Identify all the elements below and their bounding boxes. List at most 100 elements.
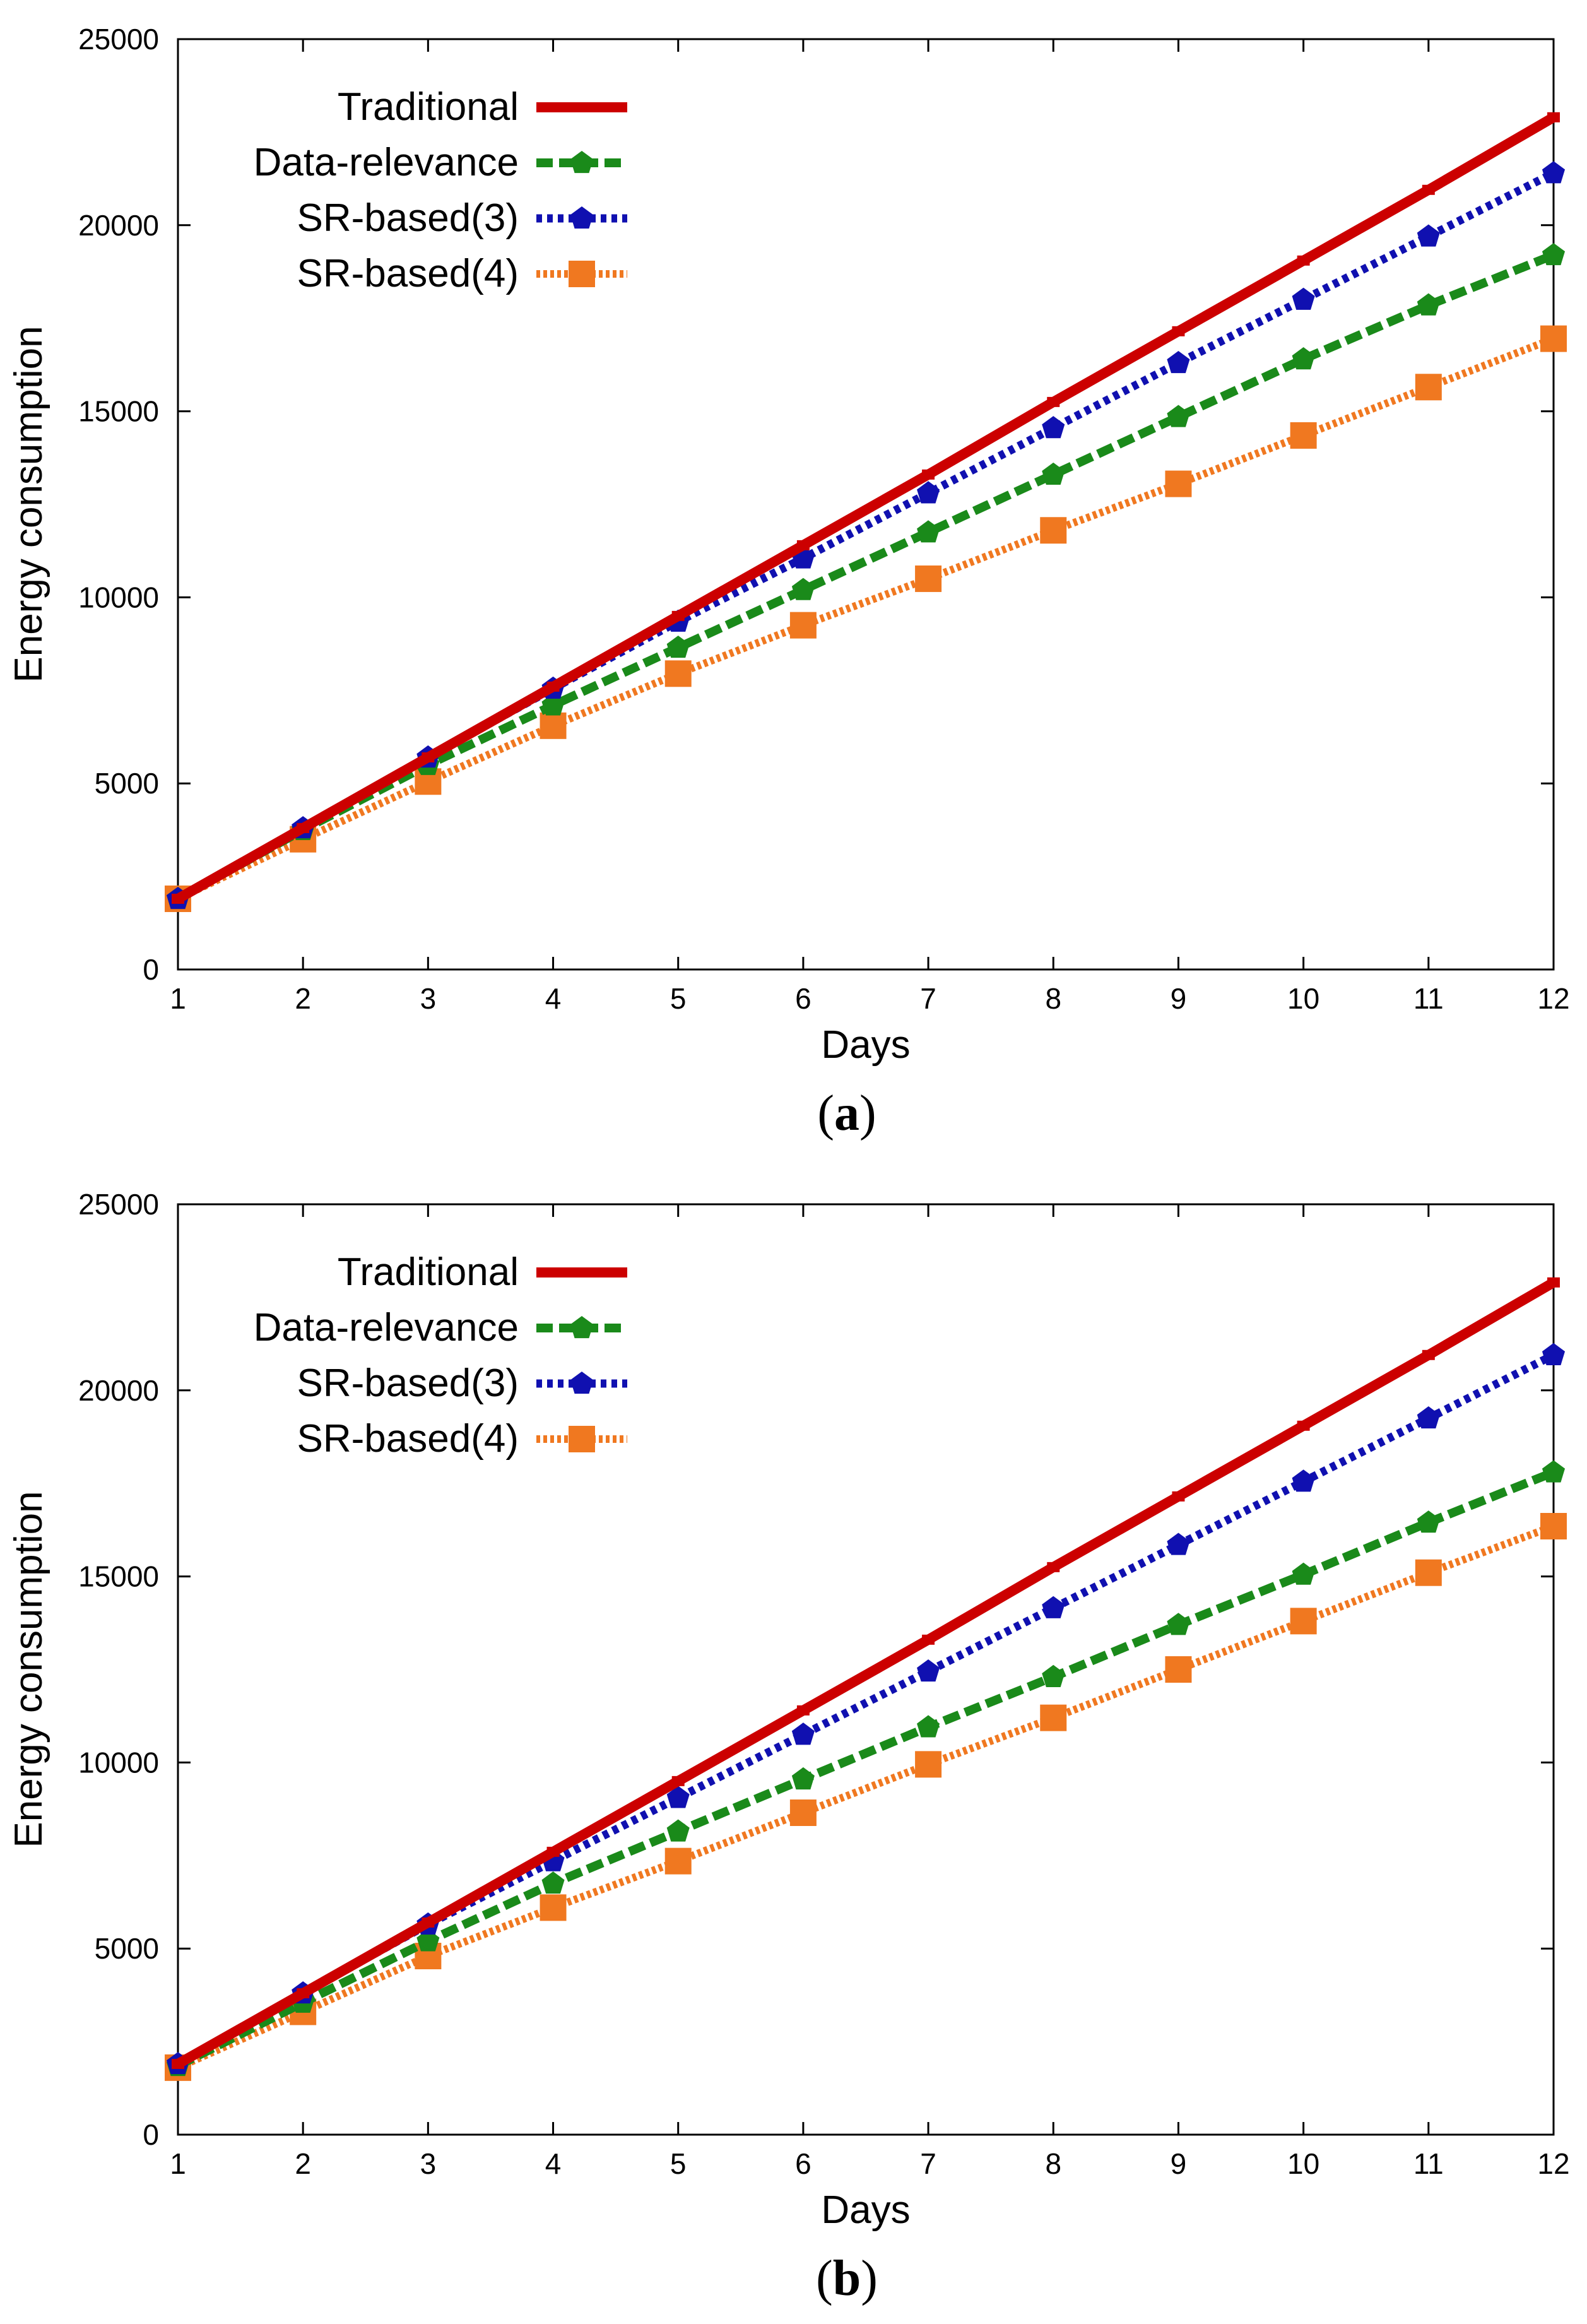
data-point-data-relevance bbox=[541, 1871, 565, 1894]
legend-label-sr-based-4: SR-based(4) bbox=[297, 252, 519, 295]
series-line-sr-based-3 bbox=[175, 1351, 1555, 2068]
data-point-sr-based-3 bbox=[1042, 1596, 1065, 1618]
data-point-sr-based-3 bbox=[917, 481, 940, 504]
x-tick-label: 7 bbox=[920, 982, 936, 1015]
x-tick-label: 7 bbox=[920, 2147, 936, 2180]
x-tick-label: 11 bbox=[1413, 982, 1444, 1015]
data-point-data-relevance bbox=[1167, 405, 1190, 427]
data-point-sr-based-4 bbox=[540, 712, 567, 739]
x-tick-label: 8 bbox=[1045, 2147, 1061, 2180]
series-line-sr-based-4 bbox=[176, 1522, 1555, 2072]
legend-label-data-relevance: Data-relevance bbox=[254, 1306, 519, 1349]
data-point-sr-based-3 bbox=[1167, 1533, 1190, 1555]
panel-caption: (a) bbox=[817, 1086, 876, 1141]
data-point-traditional bbox=[1422, 1349, 1435, 1360]
data-point-data-relevance bbox=[791, 1767, 815, 1790]
data-point-sr-based-3 bbox=[1292, 1469, 1315, 1492]
y-tick-label: 20000 bbox=[78, 1374, 159, 1407]
data-point-traditional bbox=[1297, 255, 1310, 266]
data-point-data-relevance bbox=[1542, 242, 1566, 266]
data-point-traditional bbox=[1547, 112, 1560, 122]
x-tick-label: 5 bbox=[670, 2147, 687, 2180]
data-point-traditional bbox=[297, 1988, 310, 1998]
series-line-sr-based-4 bbox=[176, 335, 1555, 903]
y-tick-label: 25000 bbox=[78, 1188, 159, 1221]
data-point-data-relevance bbox=[1292, 347, 1315, 370]
x-tick-label: 10 bbox=[1287, 982, 1319, 1015]
x-tick-label: 6 bbox=[795, 982, 811, 1015]
data-point-sr-based-4 bbox=[664, 1847, 692, 1875]
series-sr-based-4 bbox=[165, 1513, 1567, 2081]
data-point-traditional bbox=[922, 469, 935, 480]
data-point-data-relevance bbox=[1417, 293, 1440, 316]
y-tick-label: 10000 bbox=[78, 1746, 159, 1779]
x-tick-label: 2 bbox=[295, 2147, 311, 2180]
data-point-traditional bbox=[422, 752, 435, 762]
series-traditional bbox=[172, 112, 1560, 904]
x-tick-label: 9 bbox=[1171, 982, 1187, 1015]
y-tick-label: 5000 bbox=[95, 767, 159, 800]
panel-letter: b bbox=[833, 2251, 861, 2306]
legend-label-traditional: Traditional bbox=[338, 85, 519, 129]
y-axis-title: Energy consumption bbox=[7, 1491, 50, 1847]
data-point-sr-based-3 bbox=[1042, 416, 1065, 439]
legend-marker-sr-based-4 bbox=[569, 261, 595, 287]
data-point-traditional bbox=[546, 1846, 560, 1857]
data-point-traditional bbox=[422, 1917, 435, 1928]
y-tick-label: 15000 bbox=[78, 395, 159, 428]
series-sr-based-4 bbox=[165, 325, 1567, 912]
x-tick-label: 8 bbox=[1045, 982, 1061, 1015]
legend-marker-data-relevance bbox=[570, 1316, 594, 1339]
legend-label-sr-based-3: SR-based(3) bbox=[297, 1361, 519, 1405]
x-tick-label: 5 bbox=[670, 982, 687, 1015]
data-point-traditional bbox=[796, 540, 810, 550]
x-tick-label: 11 bbox=[1413, 2147, 1444, 2180]
data-point-data-relevance bbox=[666, 635, 690, 658]
data-point-sr-based-3 bbox=[1542, 1343, 1566, 1365]
legend-marker-sr-based-3 bbox=[570, 206, 594, 229]
legend-marker-traditional bbox=[575, 102, 588, 112]
data-point-sr-based-4 bbox=[915, 1751, 942, 1778]
data-point-data-relevance bbox=[541, 693, 565, 716]
y-tick-label: 25000 bbox=[78, 23, 159, 56]
data-point-traditional bbox=[172, 893, 184, 904]
x-tick-label: 3 bbox=[420, 2147, 437, 2180]
data-point-sr-based-4 bbox=[789, 1799, 817, 1826]
data-point-sr-based-3 bbox=[1292, 287, 1315, 310]
data-point-traditional bbox=[922, 1634, 935, 1645]
data-point-data-relevance bbox=[1542, 1460, 1566, 1483]
data-point-sr-based-4 bbox=[1415, 374, 1442, 401]
x-axis-title: Days bbox=[821, 2188, 910, 2232]
data-point-sr-based-3 bbox=[1417, 224, 1440, 247]
x-tick-label: 1 bbox=[170, 2147, 186, 2180]
y-tick-label: 5000 bbox=[95, 1932, 159, 1965]
data-point-sr-based-4 bbox=[789, 612, 817, 639]
x-tick-label: 12 bbox=[1537, 982, 1569, 1015]
series-line-data-relevance bbox=[175, 251, 1555, 903]
series-line-sr-based-3 bbox=[175, 169, 1555, 903]
legend-label-traditional: Traditional bbox=[338, 1250, 519, 1294]
data-point-sr-based-3 bbox=[666, 1786, 690, 1808]
data-point-sr-based-4 bbox=[1540, 325, 1567, 352]
data-point-sr-based-4 bbox=[664, 660, 692, 687]
panel-letter: a bbox=[834, 1086, 859, 1141]
data-point-data-relevance bbox=[1042, 462, 1065, 485]
data-point-sr-based-4 bbox=[1040, 1704, 1067, 1731]
data-point-traditional bbox=[297, 822, 310, 833]
legend-label-sr-based-4: SR-based(4) bbox=[297, 1417, 519, 1461]
data-point-data-relevance bbox=[1167, 1613, 1190, 1635]
data-point-sr-based-4 bbox=[1540, 1513, 1567, 1540]
data-point-traditional bbox=[796, 1705, 810, 1716]
data-point-traditional bbox=[1172, 326, 1185, 336]
data-point-traditional bbox=[172, 2058, 184, 2069]
data-point-traditional bbox=[671, 1776, 685, 1786]
data-point-data-relevance bbox=[1417, 1510, 1440, 1533]
x-tick-label: 4 bbox=[545, 2147, 562, 2180]
x-axis-title: Days bbox=[821, 1023, 910, 1067]
x-tick-label: 2 bbox=[295, 982, 311, 1015]
data-point-sr-based-4 bbox=[540, 1894, 567, 1921]
series-data-relevance bbox=[166, 1460, 1566, 2077]
data-point-data-relevance bbox=[917, 1715, 940, 1738]
